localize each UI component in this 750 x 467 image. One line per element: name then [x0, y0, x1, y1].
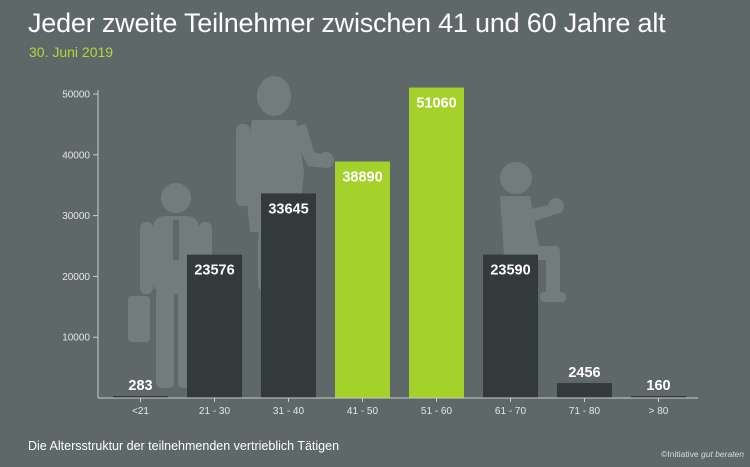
- bar: [335, 161, 390, 398]
- x-axis: <21 21 - 30 31 - 40 41 - 50 51 - 60 61 - 70 71…: [98, 397, 698, 417]
- chart-footnote: Die Altersstruktur der teilnehmenden ver…: [28, 439, 340, 453]
- y-tick-label: 40000: [62, 150, 90, 161]
- bar: [483, 254, 538, 398]
- x-tick-label: 41 - 50: [347, 406, 379, 417]
- y-tick-label: 50000: [62, 90, 90, 101]
- bar-value-label: 23590: [490, 263, 530, 279]
- bar: [261, 193, 316, 398]
- bar: [631, 396, 686, 398]
- y-tick-label: 30000: [62, 211, 90, 222]
- x-tick-label: > 80: [649, 406, 669, 417]
- copyright-credit: ©Initiative gut beraten: [661, 449, 744, 459]
- value-labels: 283 23576 33645 38890 51060 23590 2456 160: [128, 96, 670, 394]
- credit-brand: gut beraten: [700, 449, 744, 459]
- bar-value-label: 51060: [416, 96, 456, 112]
- bar: [557, 383, 612, 398]
- bar: [113, 396, 168, 398]
- x-tick-label: 71 - 80: [569, 406, 601, 417]
- bar: [187, 254, 242, 398]
- bar-value-label: 283: [128, 378, 152, 394]
- x-tick-label: 31 - 40: [273, 406, 305, 417]
- y-tick-label: 10000: [62, 333, 90, 344]
- y-tick-label: 20000: [62, 272, 90, 283]
- bar-value-label: 2456: [568, 365, 600, 381]
- credit-prefix: ©Initiative: [661, 449, 701, 459]
- page-title: Jeder zweite Teilnehmer zwischen 41 und …: [28, 8, 666, 38]
- x-tick-label: 61 - 70: [495, 406, 527, 417]
- bar-value-label: 160: [646, 378, 670, 394]
- bar: [409, 87, 464, 398]
- bar-value-label: 38890: [342, 170, 382, 186]
- seated-elderly-silhouette: [500, 162, 566, 302]
- x-tick-label: <21: [132, 406, 149, 417]
- bars: [113, 87, 686, 398]
- bar-value-label: 33645: [268, 201, 308, 217]
- x-tick-label: 51 - 60: [421, 406, 453, 417]
- y-axis: 10000 20000 30000 40000 50000: [62, 90, 99, 398]
- bar-value-label: 23576: [194, 263, 234, 279]
- x-tick-label: 21 - 30: [199, 406, 231, 417]
- page-subtitle: 30. Juni 2019: [29, 44, 114, 60]
